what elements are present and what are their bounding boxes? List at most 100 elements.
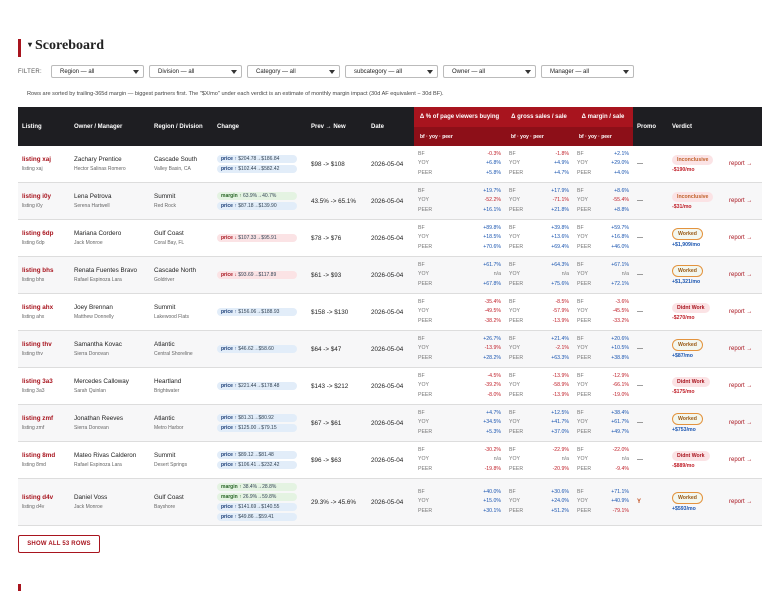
metric-line: PEER +51.2%	[509, 507, 569, 517]
report-link[interactable]: report →	[729, 457, 753, 463]
promo: —	[637, 272, 643, 278]
metric-value: +24.0%	[551, 498, 569, 505]
impact: +$593/mo	[672, 506, 696, 512]
cell: listing bhs listing bhs	[18, 256, 70, 294]
metric-value: -33.2%	[612, 317, 629, 324]
cell: —	[633, 441, 668, 479]
division: Brightwater	[154, 388, 180, 394]
metric-line: YOY +4.9%	[509, 159, 569, 169]
caret[interactable]: ▾	[28, 40, 33, 49]
section-bar	[18, 584, 21, 591]
metric-value: -13.9%	[552, 317, 569, 324]
listing-link[interactable]: listing d4v	[22, 494, 54, 501]
date: 2026-05-04	[371, 160, 404, 168]
metric-value: n/a	[621, 271, 629, 278]
metric-value: -13.9%	[484, 345, 501, 352]
metric-line: BF -3.6%	[577, 298, 629, 308]
metric-value: n/a	[621, 456, 629, 463]
filter-select[interactable]: Region — all	[51, 65, 144, 78]
owner: Mariana Cordero	[74, 230, 122, 237]
metric-label: BF	[418, 335, 425, 342]
metric-label: PEER	[418, 465, 433, 472]
date: 2026-05-04	[371, 382, 404, 390]
report-link[interactable]: report →	[729, 346, 753, 352]
listing-link[interactable]: listing thv	[22, 341, 52, 348]
chip-text: 63.9%→40.7%	[242, 193, 277, 199]
metric-value: +16.8%	[611, 234, 629, 241]
metric-value: -57.9%	[552, 308, 569, 315]
filter-select[interactable]: subcategory — all	[345, 65, 438, 78]
metric-label: YOY	[509, 419, 520, 426]
metric-label: BF	[509, 187, 516, 194]
cell: report →	[725, 404, 762, 442]
metric-label: PEER	[577, 391, 592, 398]
cell: 2026-05-04	[367, 441, 414, 479]
report-link[interactable]: report →	[729, 420, 753, 426]
report-link[interactable]: report →	[729, 309, 753, 315]
cell: BF +67.1% YOY n/a PEER +72.1%	[573, 256, 633, 294]
show-all-button[interactable]: SHOW ALL 53 ROWS	[18, 535, 100, 553]
filter-bar: FILTER: Region — all Division — all Catego…	[18, 65, 634, 78]
cell: BF +40.0% YOY +15.0% PEER +30.1%	[414, 478, 505, 526]
change-chip: price ↑ $89.12→$81.48	[217, 451, 297, 459]
promo: Y	[637, 499, 642, 505]
col-header: Date	[367, 107, 414, 146]
listing-link[interactable]: listing bhs	[22, 267, 54, 274]
metric-value: +4.0%	[614, 169, 629, 176]
chip-label: price	[221, 166, 233, 172]
filter-select[interactable]: Division — all	[149, 65, 242, 78]
listing-link[interactable]: listing i0y	[22, 193, 52, 200]
metric-line: YOY +6.8%	[418, 159, 501, 169]
change-chip: price ↑ $156.06→$188.93	[217, 308, 297, 316]
listing-link[interactable]: listing xaj	[22, 156, 52, 163]
change-chip: price ↑ $49.86→$59.41	[217, 513, 297, 521]
metric-value: +12.5%	[551, 409, 569, 416]
impact: +$87/mo	[672, 353, 693, 359]
report-link[interactable]: report →	[729, 235, 753, 241]
listing-link[interactable]: listing zmf	[22, 415, 54, 422]
cell: price ↑ $221.44→$178.48	[213, 367, 307, 405]
filter-select[interactable]: Owner — all	[443, 65, 536, 78]
metric-line: YOY -66.1%	[577, 381, 629, 391]
change-chip: price ↑ $221.44→$178.48	[217, 382, 297, 390]
listing-link[interactable]: listing 8md	[22, 452, 56, 459]
metric-line: BF -30.2%	[418, 446, 501, 456]
listing-link[interactable]: listing ahx	[22, 304, 54, 311]
report-link[interactable]: report →	[729, 272, 753, 278]
filter-label: FILTER:	[18, 68, 42, 75]
col-header: Region / Division	[150, 107, 213, 146]
change-chip: price ↓ $93.69→$117.89	[217, 271, 297, 279]
report-link[interactable]: report →	[729, 383, 753, 389]
chip-arrow: ↑	[239, 484, 242, 490]
promo: —	[637, 309, 643, 315]
cell: Worked +$1,321/mo	[668, 256, 725, 294]
filter-select[interactable]: Category — all	[247, 65, 340, 78]
report-link[interactable]: report →	[729, 198, 753, 204]
listing-link[interactable]: listing 6dp	[22, 230, 54, 237]
metric-label: BF	[418, 150, 425, 157]
chip-arrow: ↑	[234, 383, 237, 389]
manager: Serena Hartwell	[74, 203, 110, 209]
cell: BF +71.1% YOY +40.9% PEER -79.1%	[573, 478, 633, 526]
listing-link[interactable]: listing 3a3	[22, 378, 53, 385]
col-header: Listing	[18, 107, 70, 146]
chip-label: price	[221, 462, 233, 468]
report-link[interactable]: report →	[729, 161, 753, 167]
metric-value: +26.7%	[483, 335, 501, 342]
impact: +$753/mo	[672, 427, 696, 433]
cell: Gulf Coast Coral Bay, FL	[150, 219, 213, 257]
chip-arrow: ↓	[234, 235, 237, 241]
promo: —	[637, 383, 643, 389]
metric-line: BF -4.5%	[418, 372, 501, 382]
cell: 2026-05-04	[367, 219, 414, 257]
chip-label: price	[221, 452, 233, 458]
cell: listing 3a3 listing 3a3	[18, 367, 70, 405]
promo: —	[637, 235, 643, 241]
cell: 2026-05-04	[367, 256, 414, 294]
report-link[interactable]: report →	[729, 499, 753, 505]
chip-label: price	[221, 203, 233, 209]
filter-select[interactable]: Manager — all	[541, 65, 634, 78]
cell: BF -22.9% YOY n/a PEER -20.9%	[505, 441, 573, 479]
cell: BF +19.7% YOY -52.2% PEER +16.1%	[414, 182, 505, 220]
verdict-badge: Worked	[672, 228, 703, 240]
